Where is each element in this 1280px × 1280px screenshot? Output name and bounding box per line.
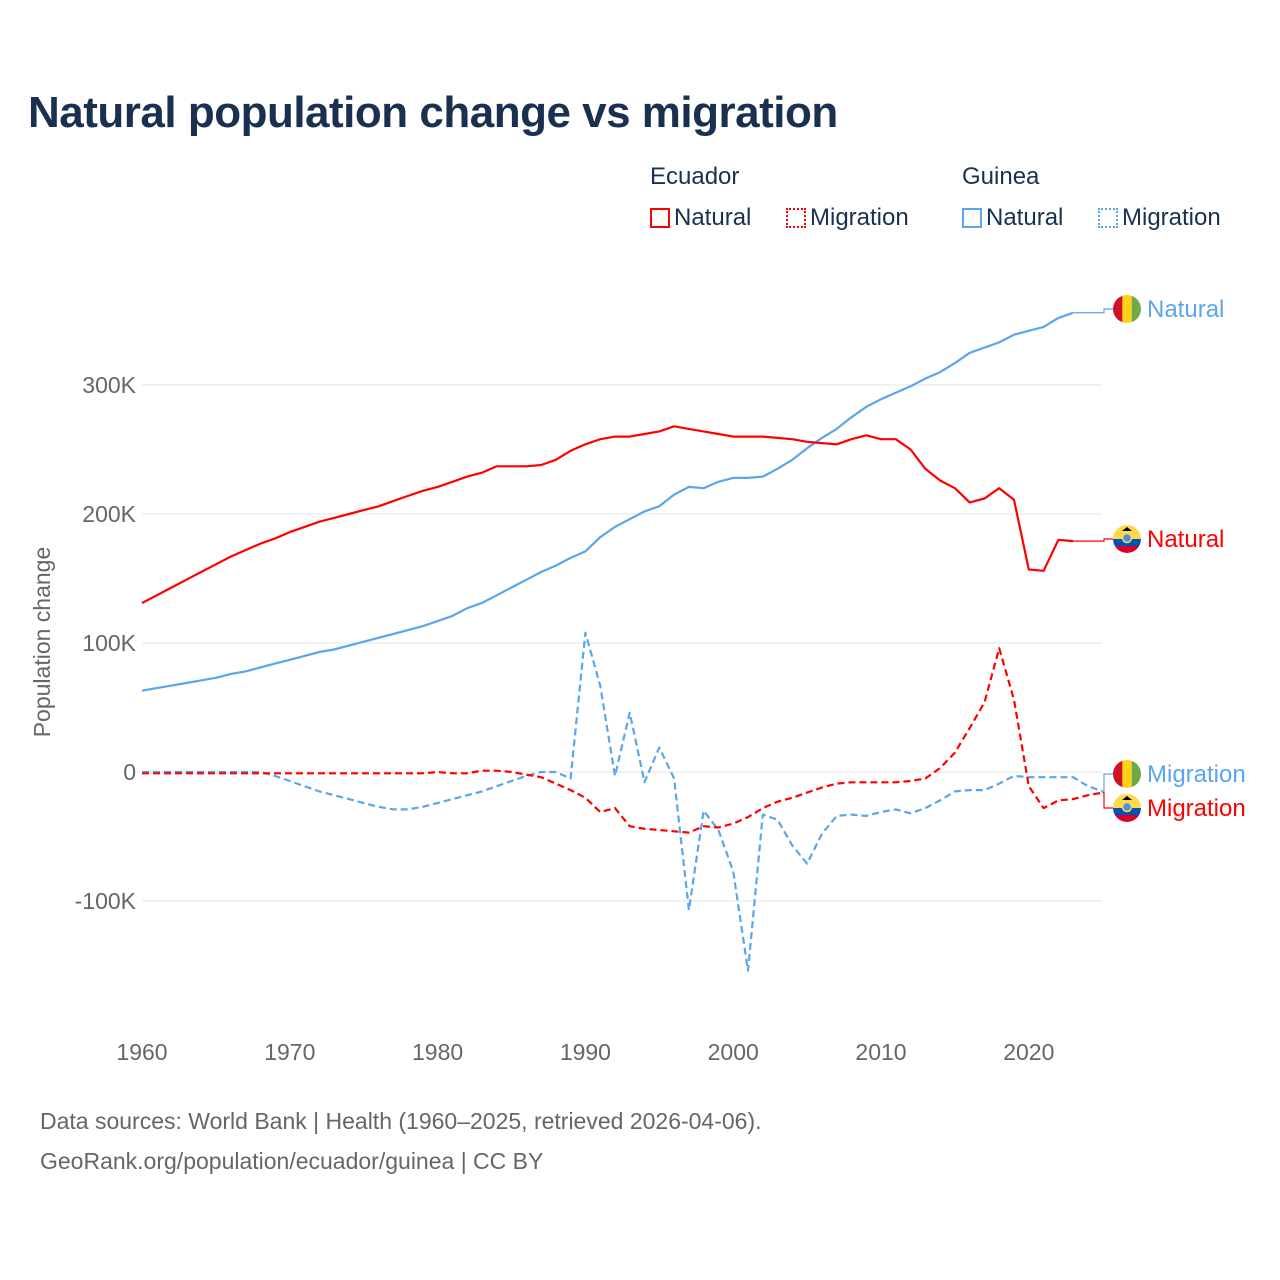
label-connector	[1102, 792, 1113, 809]
x-tick-label: 2010	[855, 1039, 906, 1065]
legend-group-guinea: Guinea	[962, 163, 1040, 190]
y-tick-label: 100K	[82, 630, 136, 656]
legend-ecuador-migration[interactable]: Migration	[786, 204, 909, 232]
flag-body	[1113, 760, 1141, 788]
x-tick-label: 1970	[264, 1039, 315, 1065]
legend-guinea-migration[interactable]: Migration	[1098, 204, 1221, 232]
chart-title: Natural population change vs migration	[28, 88, 838, 137]
flag-stripe	[1113, 794, 1141, 808]
ecuador-migration-line	[142, 647, 1103, 834]
legend-swatch-solid-red	[650, 208, 670, 228]
legend-ecuador-natural[interactable]: Natural	[650, 204, 751, 232]
legend-label: Natural	[674, 204, 752, 231]
series-end-label: Natural	[1147, 526, 1224, 553]
x-tick-label: 2020	[1003, 1039, 1054, 1065]
legend-swatch-dotted-red	[786, 208, 806, 228]
series-end-label: Migration	[1147, 795, 1246, 822]
y-tick-label: 200K	[82, 501, 136, 527]
guinea-natural-line	[141, 311, 1074, 692]
legend-swatch-solid-blue	[962, 208, 982, 228]
guinea-migration-line	[142, 631, 1104, 972]
ecuador-flag-icon	[1113, 794, 1141, 822]
flag-stripe	[1131, 760, 1141, 788]
legend-swatch-dotted-blue	[1098, 208, 1118, 228]
y-axis-label: Population change	[29, 547, 55, 738]
flag-stripe	[1131, 295, 1141, 323]
label-connector	[1073, 538, 1113, 542]
flag-stripe	[1113, 295, 1123, 323]
flag-stripe	[1113, 546, 1141, 553]
y-tick-label: -100K	[75, 888, 137, 914]
y-tick-label: 300K	[82, 372, 136, 398]
legend-guinea-natural[interactable]: Natural	[962, 204, 1063, 232]
flag-stripe	[1113, 760, 1123, 788]
flag-body	[1113, 295, 1141, 323]
legend-label: Migration	[810, 204, 909, 231]
flag-body	[1113, 794, 1141, 822]
ecuador-natural-line	[141, 425, 1074, 604]
series-end-label: Migration	[1147, 761, 1246, 788]
legend-label: Natural	[986, 204, 1064, 231]
legend-group-ecuador: Ecuador	[650, 163, 740, 190]
y-tick-label: 0	[123, 759, 136, 785]
x-tick-label: 2000	[708, 1039, 759, 1065]
legend-label: Migration	[1122, 204, 1221, 231]
flag-stripe	[1122, 760, 1132, 788]
label-connector	[1073, 308, 1113, 314]
source-line-2: GeoRank.org/population/ecuador/guinea | …	[40, 1148, 544, 1174]
label-connector	[1102, 773, 1113, 792]
flag-condor	[1122, 796, 1132, 800]
ecuador-flag-icon	[1113, 525, 1141, 553]
flag-stripe	[1113, 815, 1141, 822]
flag-stripe	[1113, 525, 1141, 539]
x-tick-label: 1990	[560, 1039, 611, 1065]
guinea-flag-icon	[1113, 295, 1141, 323]
flag-emblem	[1121, 801, 1133, 813]
source-line-1: Data sources: World Bank | Health (1960–…	[40, 1108, 762, 1134]
flag-condor	[1122, 527, 1132, 531]
series-end-label: Natural	[1147, 296, 1224, 323]
x-tick-label: 1960	[116, 1039, 167, 1065]
x-tick-label: 1980	[412, 1039, 463, 1065]
flag-emblem	[1121, 532, 1133, 544]
guinea-flag-icon	[1113, 760, 1141, 788]
flag-stripe	[1122, 295, 1132, 323]
flag-body	[1113, 525, 1141, 553]
